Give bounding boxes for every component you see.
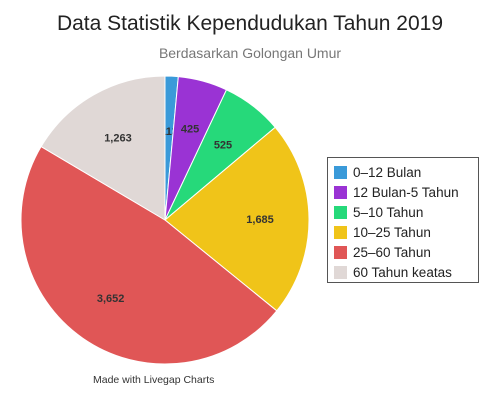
legend-swatch xyxy=(334,205,347,219)
legend-swatch xyxy=(334,265,347,279)
data-label: 1,263 xyxy=(104,132,132,144)
pie-slice[interactable] xyxy=(164,126,310,312)
legend-swatch xyxy=(334,185,347,199)
legend-label: 5–10 Tahun xyxy=(353,204,424,220)
legend-swatch xyxy=(334,245,347,259)
legend-label: 25–60 Tahun xyxy=(353,244,431,260)
data-label: 1,685 xyxy=(246,214,274,226)
data-label: 425 xyxy=(181,123,199,135)
chart-legend: 0–12 Bulan 12 Bulan-5 Tahun 5–10 Tahun 1… xyxy=(327,157,479,283)
data-label: 3,652 xyxy=(97,293,125,305)
legend-item[interactable]: 25–60 Tahun xyxy=(334,242,478,262)
data-label: 525 xyxy=(214,140,232,152)
legend-item[interactable]: 10–25 Tahun xyxy=(334,222,478,242)
legend-label: 60 Tahun keatas xyxy=(353,264,452,280)
pie-slice[interactable] xyxy=(20,145,278,365)
credit-text: Made with Livegap Charts xyxy=(93,374,215,386)
legend-item[interactable]: 5–10 Tahun xyxy=(334,202,478,222)
pie-slice[interactable] xyxy=(40,75,166,221)
legend-label: 0–12 Bulan xyxy=(353,164,422,180)
chart-title: Data Statistik Kependudukan Tahun 2019 xyxy=(56,12,444,35)
legend-item[interactable]: 0–12 Bulan xyxy=(334,162,478,182)
legend-swatch xyxy=(334,165,347,179)
legend-swatch xyxy=(334,225,347,239)
legend-item[interactable]: 60 Tahun keatas xyxy=(334,262,478,282)
legend-label: 12 Bulan-5 Tahun xyxy=(353,184,459,200)
chart-subtitle: Berdasarkan Golongan Umur xyxy=(158,45,342,61)
legend-item[interactable]: 12 Bulan-5 Tahun xyxy=(334,182,478,202)
legend-label: 10–25 Tahun xyxy=(353,224,431,240)
